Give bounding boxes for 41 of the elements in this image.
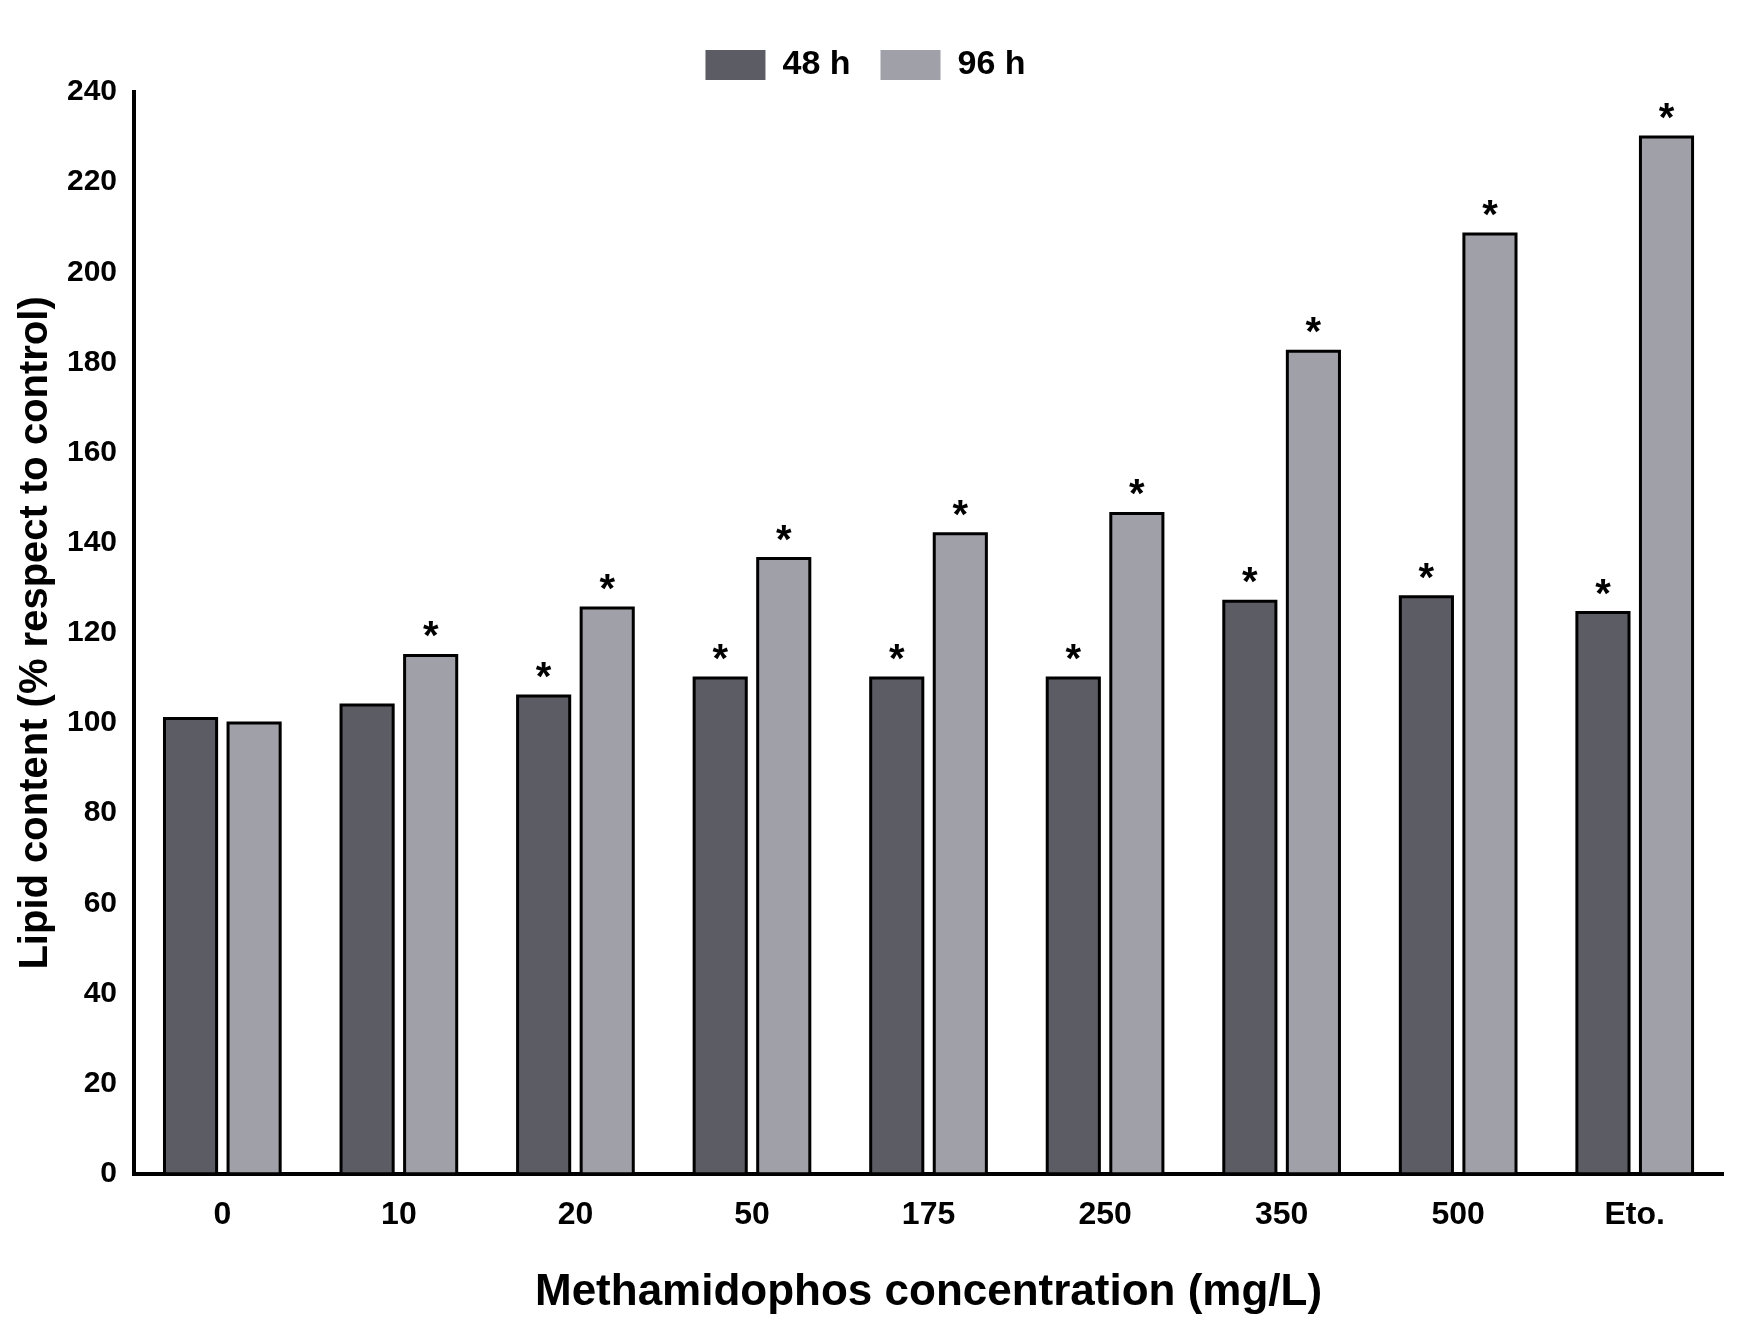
y-tick-label: 180 — [66, 343, 118, 377]
y-tick-label: 80 — [83, 794, 118, 828]
legend-label: 48 h — [782, 43, 851, 82]
data-label: * — [1418, 554, 1435, 599]
data-label: * — [1482, 191, 1499, 236]
x-tick-label: 250 — [1078, 1194, 1132, 1231]
data-label: * — [952, 491, 969, 536]
y-tick-label: 20 — [83, 1064, 118, 1098]
y-tick-label: 40 — [83, 974, 118, 1008]
data-label: * — [1658, 95, 1675, 140]
y-tick-label: 0 — [100, 1155, 118, 1189]
x-tick-label: 20 — [557, 1194, 594, 1231]
y-tick-label: 240 — [66, 73, 118, 107]
x-tick-label: 50 — [734, 1194, 770, 1231]
data-label: * — [535, 654, 552, 699]
x-tick-label: 175 — [901, 1194, 956, 1231]
y-tick-label: 200 — [66, 253, 118, 287]
y-tick-label: 60 — [83, 884, 118, 918]
x-tick-label: 500 — [1431, 1194, 1485, 1231]
data-label: * — [775, 516, 792, 561]
data-label: * — [888, 635, 905, 680]
x-tick-label: Eto. — [1604, 1194, 1665, 1231]
data-label: * — [712, 635, 729, 680]
y-axis-title: Lipid content (% respect to control) — [11, 296, 56, 970]
data-label: * — [1305, 309, 1322, 354]
y-tick-label: 100 — [66, 704, 118, 738]
data-label: * — [422, 613, 439, 658]
data-label: * — [1065, 635, 1082, 680]
legend-label: 96 h — [957, 43, 1026, 82]
y-tick-label: 120 — [66, 614, 118, 648]
x-tick-label: 10 — [381, 1194, 417, 1231]
x-tick-label: 350 — [1254, 1194, 1309, 1231]
data-label: * — [1129, 471, 1146, 516]
y-tick-label: 220 — [66, 163, 118, 197]
x-tick-label: 0 — [213, 1194, 232, 1231]
y-tick-label: 160 — [66, 433, 118, 467]
x-axis-title: Methamidophos concentration (mg/L) — [534, 1264, 1323, 1314]
data-label: * — [1595, 570, 1612, 615]
y-tick-label: 140 — [66, 524, 118, 558]
data-label: * — [599, 566, 616, 611]
data-label: * — [1242, 559, 1259, 604]
